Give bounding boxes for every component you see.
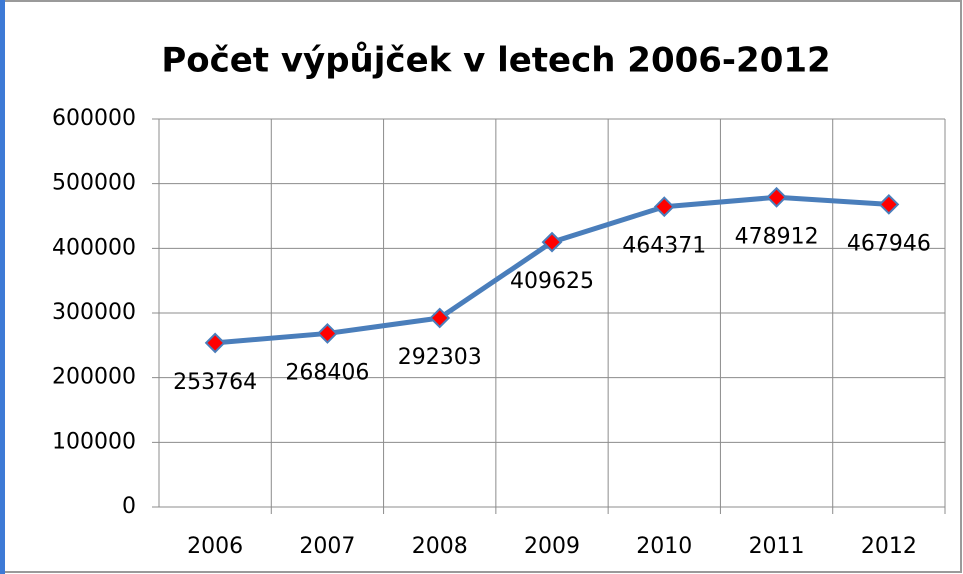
- data-label: 467946: [847, 231, 931, 256]
- data-point: [204, 332, 226, 354]
- y-tick-label: 0: [122, 494, 136, 519]
- data-point: [541, 231, 563, 253]
- data-point: [653, 196, 675, 218]
- data-label: 464371: [622, 234, 706, 259]
- x-tick-label: 2007: [299, 534, 355, 559]
- x-tick-label: 2009: [524, 534, 580, 559]
- x-tick-label: 2010: [636, 534, 692, 559]
- data-label: 478912: [735, 224, 819, 249]
- x-tick-label: 2006: [187, 534, 243, 559]
- x-tick-label: 2008: [412, 534, 468, 559]
- data-point: [317, 323, 338, 344]
- frame-edge: [0, 0, 5, 574]
- y-tick-label: 300000: [52, 300, 136, 325]
- data-label: 253764: [173, 370, 257, 395]
- y-tick-label: 400000: [52, 235, 136, 260]
- y-tick-label: 500000: [52, 171, 136, 196]
- y-tick-label: 200000: [52, 365, 136, 390]
- data-label: 268406: [285, 360, 369, 385]
- x-tick-label: 2012: [861, 534, 917, 559]
- data-point: [878, 193, 900, 215]
- data-label: 292303: [398, 345, 482, 370]
- data-point: [766, 186, 787, 208]
- y-tick-label: 600000: [52, 106, 136, 131]
- y-tick-label: 100000: [52, 429, 136, 454]
- data-label: 409625: [510, 269, 594, 294]
- data-point: [429, 307, 451, 329]
- x-tick-label: 2011: [749, 534, 805, 559]
- chart-title: Počet výpůjček v letech 2006-2012: [161, 41, 830, 81]
